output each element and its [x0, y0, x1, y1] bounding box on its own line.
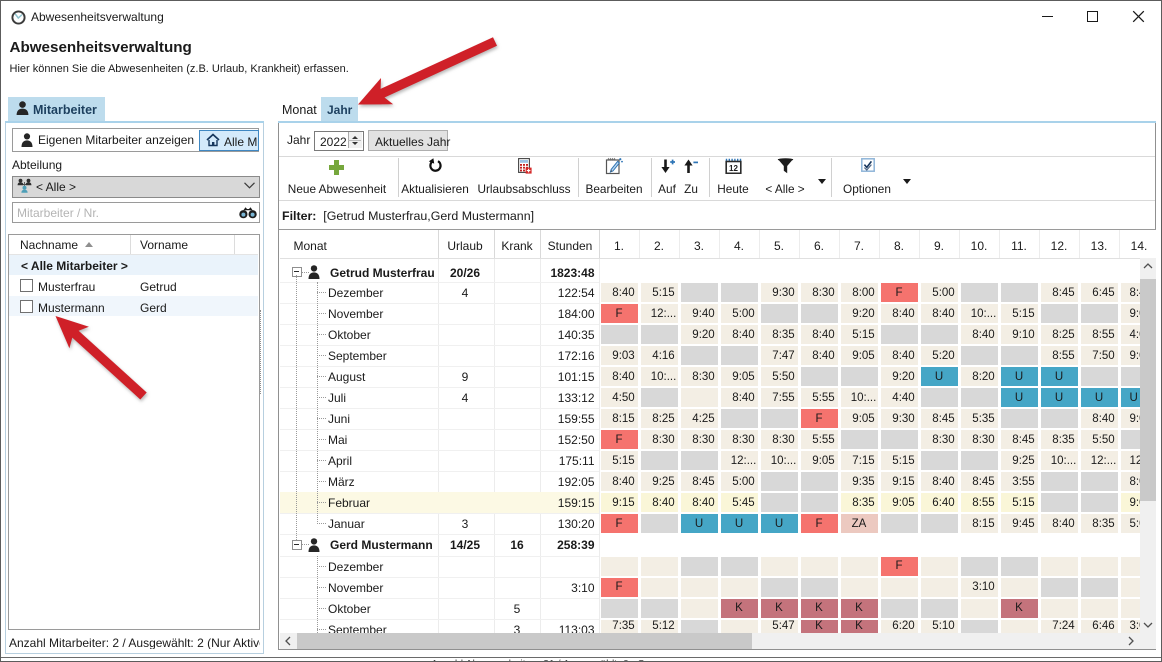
- svg-text:12: 12: [729, 164, 738, 173]
